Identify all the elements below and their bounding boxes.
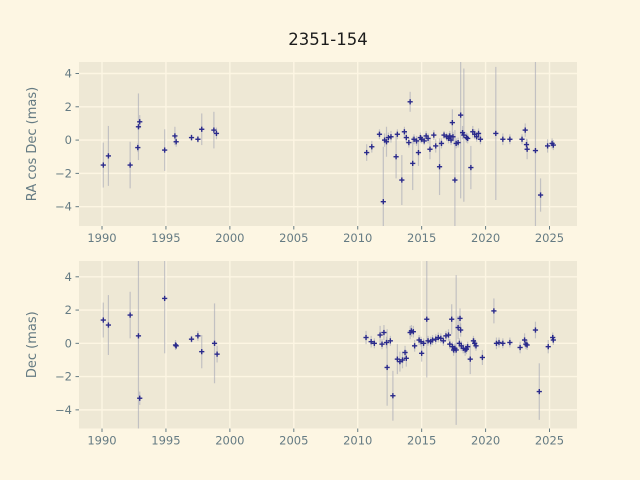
dec-y-axis-label: Dec (mas) — [25, 311, 40, 378]
y-tick-label: −2 — [55, 370, 72, 384]
x-tick-label: 1995 — [151, 231, 180, 245]
dec-y-tick-labels: −4 −2 0 2 4 — [55, 270, 72, 417]
y-tick-label: 4 — [65, 270, 72, 284]
x-tick-label: 2020 — [471, 231, 500, 245]
x-tick-label: 2025 — [535, 231, 564, 245]
x-tick-label: 2010 — [343, 231, 372, 245]
x-tick-label: 2015 — [407, 231, 436, 245]
x-tick-label: 2020 — [471, 434, 500, 448]
y-tick-label: −2 — [55, 166, 72, 180]
dec-panel: 1990 1995 2000 2005 2010 2015 2020 2025 −4 −2 0 2 4 D… — [25, 261, 577, 448]
x-tick-label: 2005 — [279, 231, 308, 245]
ra-cos-dec-data-points — [100, 99, 556, 205]
x-tick-label: 2000 — [215, 231, 244, 245]
dec-tick-marks — [75, 276, 551, 432]
y-tick-label: 2 — [65, 303, 72, 317]
y-tick-label: 2 — [65, 100, 72, 114]
x-tick-label: 2005 — [279, 434, 308, 448]
x-tick-label: 2015 — [407, 434, 436, 448]
y-tick-label: −4 — [55, 403, 72, 417]
ra-cos-dec-y-axis-label: RA cos Dec (mas) — [25, 87, 40, 201]
x-tick-label: 1990 — [87, 231, 116, 245]
y-tick-label: 0 — [65, 336, 72, 350]
x-tick-label: 2010 — [343, 434, 372, 448]
ra-cos-dec-y-tick-labels: −4 −2 0 2 4 — [55, 66, 72, 213]
y-tick-label: −4 — [55, 200, 72, 214]
y-tick-label: 0 — [65, 133, 72, 147]
x-tick-label: 2025 — [535, 434, 564, 448]
x-tick-label: 1990 — [87, 434, 116, 448]
ra-cos-dec-plot-area — [79, 62, 577, 226]
ra-cos-dec-panel: 1990 1995 2000 2005 2010 2015 2020 2025 −4 −2 0 2 4 R… — [25, 62, 577, 245]
ra-cos-dec-x-tick-labels: 1990 1995 2000 2005 2010 2015 2020 2025 — [87, 231, 564, 245]
x-tick-label: 1995 — [151, 434, 180, 448]
dec-data-points — [100, 295, 556, 401]
dec-plot-area — [79, 261, 577, 429]
ra-cos-dec-tick-marks — [75, 72, 551, 230]
chart-title: 2351-154 — [288, 30, 368, 49]
y-tick-label: 4 — [65, 66, 72, 80]
x-tick-label: 2000 — [215, 434, 244, 448]
dec-x-tick-labels: 1990 1995 2000 2005 2010 2015 2020 2025 — [87, 434, 564, 448]
ra-cos-dec-gridlines — [79, 62, 577, 226]
